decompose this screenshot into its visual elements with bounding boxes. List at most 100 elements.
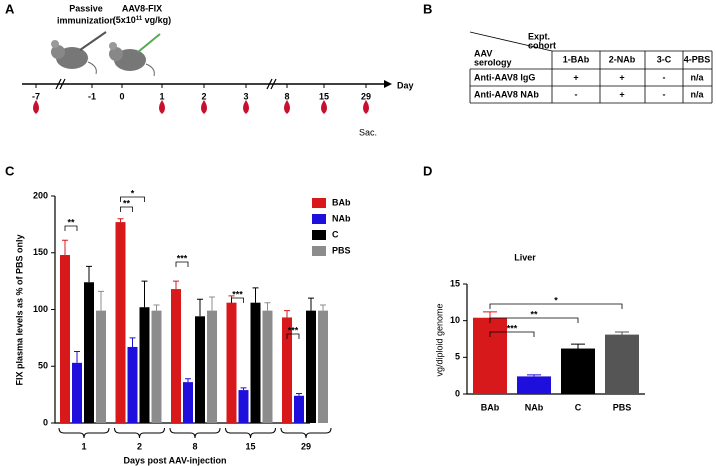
x-tick-label: NAb (525, 402, 544, 412)
bar (605, 334, 639, 394)
bar (250, 302, 261, 423)
blood-drops (33, 100, 369, 114)
error-bar (284, 310, 290, 318)
error-bar (483, 311, 497, 318)
cell: + (619, 89, 624, 99)
bar (207, 310, 217, 423)
mouse-icon (109, 33, 161, 77)
event-label: immunization (57, 15, 115, 25)
significance-label: *** (288, 325, 299, 335)
group-brace (58, 427, 110, 439)
error-bar (173, 280, 179, 290)
header: cohort (528, 40, 556, 50)
bar (226, 302, 237, 423)
error-bar (264, 302, 271, 311)
significance-label: ** (123, 198, 131, 208)
column-header: 4-PBS (684, 54, 711, 64)
timeline: Passive immunization AAV8-FIX (5x1011 vg… (22, 3, 414, 137)
row-header: Anti-AAV8 NAb (474, 89, 539, 99)
legend-label: NAb (332, 213, 351, 223)
day-label: 3 (243, 91, 248, 101)
x-tick-label: C (575, 402, 582, 412)
cell: - (663, 89, 666, 99)
y-tick-label: 15 (450, 278, 460, 288)
y-tick-label: 100 (33, 304, 48, 314)
significance-bracket (489, 331, 535, 337)
dose-label: (5x1011 vg/kg) (113, 15, 171, 25)
error-bar (98, 290, 104, 311)
group-brace (280, 427, 332, 439)
dose: (5x10 (113, 15, 136, 25)
panel-label: B (423, 1, 432, 16)
error-bar (197, 298, 203, 317)
y-tick-label: 0 (43, 417, 48, 427)
error-bar (252, 287, 259, 303)
significance-label: ** (530, 309, 538, 319)
bar (238, 390, 249, 423)
significance-bracket (175, 261, 189, 267)
legend-label: PBS (332, 245, 351, 255)
chart-title: Liver (514, 252, 536, 262)
column-header: 2-NAb (609, 54, 636, 64)
day-label: -7 (32, 91, 40, 101)
significance-bracket (489, 303, 623, 309)
legend-label: BAb (332, 197, 351, 207)
x-tick-label: BAb (481, 402, 500, 412)
cell: n/a (690, 72, 704, 82)
row-header: Anti-AAV8 IgG (474, 72, 535, 82)
day-label: 1 (159, 91, 164, 101)
mouse-icon (51, 31, 107, 75)
error-bar (209, 296, 215, 311)
error-bar (141, 280, 148, 308)
endpoint-label: Sac. (359, 127, 377, 137)
day-label: 0 (119, 91, 124, 101)
x-axis-label: Days post AAV-injection (123, 455, 226, 465)
bar (96, 310, 106, 423)
significance-bracket (286, 333, 300, 339)
column-header: 3-C (657, 54, 672, 64)
bar (561, 348, 595, 394)
cell: - (575, 89, 578, 99)
bar (84, 282, 94, 423)
legend-swatch (312, 214, 326, 224)
significance-label: *** (232, 289, 243, 299)
cell: + (619, 72, 624, 82)
significance-label: ** (67, 217, 75, 227)
day-label: 2 (201, 91, 206, 101)
cell: n/a (690, 89, 704, 99)
bar (262, 310, 273, 423)
x-tick-label: 2 (137, 441, 142, 451)
legend-label: C (332, 229, 339, 239)
y-tick-label: 0 (455, 388, 460, 398)
group-brace (114, 427, 165, 439)
significance-bracket (64, 225, 78, 231)
day-label: -1 (88, 91, 96, 101)
x-tick-label: 1 (81, 441, 86, 451)
bar (72, 362, 82, 423)
bar (517, 376, 551, 394)
bar (183, 382, 193, 423)
event-label: Passive (69, 3, 103, 13)
significance-label: * (131, 188, 135, 198)
axis-label: Day (397, 80, 414, 90)
day-label: 15 (319, 91, 329, 101)
bar (171, 289, 181, 423)
error-bar (74, 350, 80, 363)
legend-swatch (312, 246, 326, 256)
significance-label: * (554, 295, 558, 305)
dose-exponent: 11 (136, 16, 143, 22)
error-bar (153, 304, 160, 311)
bar (127, 346, 138, 423)
y-tick-label: 200 (33, 190, 48, 200)
error-bar (129, 337, 136, 347)
header: serology (474, 57, 512, 67)
significance-bracket (231, 297, 244, 303)
legend-swatch (312, 198, 326, 208)
event-label: AAV8-FIX (122, 3, 162, 13)
bar (115, 222, 126, 423)
error-bar (571, 343, 585, 349)
x-tick-label: 8 (192, 441, 197, 451)
bar (60, 255, 70, 423)
